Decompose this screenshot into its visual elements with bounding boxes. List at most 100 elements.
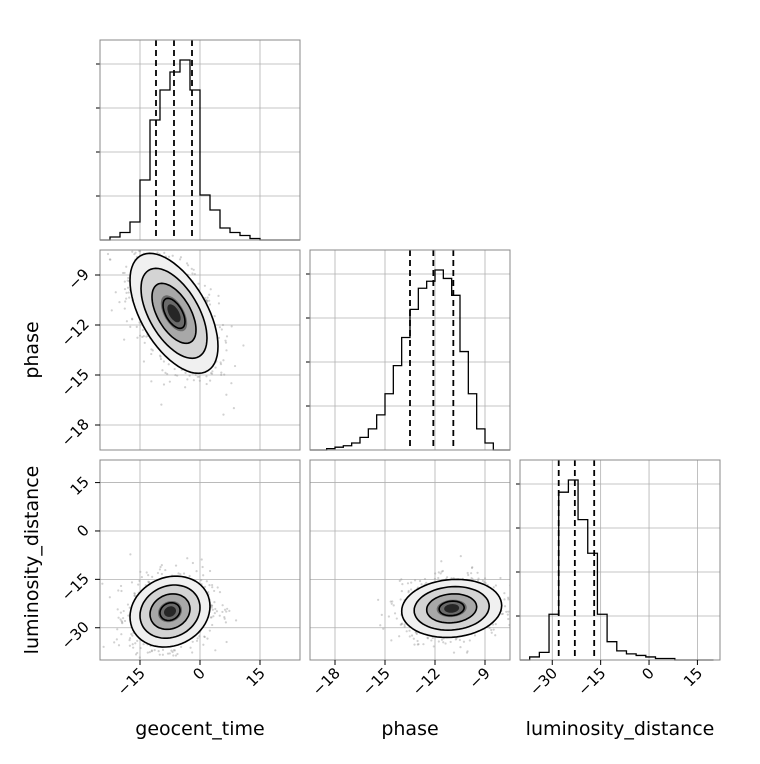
scatter-point	[503, 605, 507, 608]
scatter-point	[157, 650, 160, 653]
scatter-point	[473, 634, 477, 637]
scatter-point	[205, 580, 208, 583]
y-tick-label: −15	[58, 365, 93, 400]
scatter-point	[133, 592, 136, 595]
scatter-point	[379, 624, 382, 627]
scatter-point	[147, 580, 150, 583]
scatter-point	[389, 600, 392, 603]
x-tick-label: −15	[359, 664, 394, 699]
scatter-point	[220, 373, 223, 376]
scatter-point	[400, 622, 404, 625]
histogram-step-geocent_time	[100, 59, 300, 241]
scatter-point	[382, 627, 385, 630]
scatter-point	[212, 615, 215, 618]
scatter-point	[211, 583, 214, 587]
scatter-point	[490, 628, 493, 632]
scatter-point	[128, 644, 131, 647]
scatter-point	[146, 651, 149, 654]
scatter-point	[433, 577, 437, 580]
scatter-point	[415, 632, 418, 636]
scatter-point	[140, 575, 143, 579]
scatter-point	[408, 635, 411, 638]
scatter-point	[492, 586, 495, 589]
y-axis-label-luminosity_distance: luminosity_distance	[21, 466, 43, 655]
scatter-point	[204, 296, 207, 300]
scatter-point	[150, 380, 153, 383]
scatter-point	[138, 250, 142, 253]
scatter-point	[115, 242, 117, 244]
scatter-point	[499, 576, 502, 580]
scatter-point	[186, 557, 189, 560]
scatter-point	[515, 607, 517, 609]
scatter-point	[232, 407, 236, 410]
scatter-point	[511, 603, 513, 605]
scatter-point	[413, 643, 416, 646]
density-fill	[444, 604, 460, 613]
scatter-point	[145, 571, 148, 574]
y-tick-label: −18	[58, 415, 93, 450]
panel-frame	[99, 39, 301, 241]
scatter-point	[225, 640, 228, 644]
scatter-point	[423, 577, 427, 581]
contour-line	[413, 585, 491, 632]
scatter-point	[132, 646, 135, 649]
scatter-point	[128, 637, 132, 640]
scatter-point	[186, 378, 189, 381]
y-tick-label: −30	[58, 618, 93, 653]
scatter-point	[133, 594, 137, 597]
scatter-point	[147, 574, 150, 577]
scatter-point	[393, 612, 397, 615]
scatter-point	[400, 623, 403, 626]
scatter-point	[159, 565, 162, 569]
scatter-point	[208, 629, 211, 632]
scatter-point	[191, 272, 194, 275]
scatter-point	[195, 570, 198, 573]
scatter-point	[150, 650, 153, 653]
scatter-point	[139, 646, 142, 650]
scatter-point	[391, 600, 394, 603]
scatter-point	[145, 335, 148, 338]
scatter-point	[488, 626, 491, 630]
x-axis-label-geocent_time: geocent_time	[135, 718, 264, 740]
x-tick-label: 15	[243, 664, 269, 690]
scatter-point	[122, 609, 125, 613]
scatter-point	[195, 639, 199, 642]
contour-line	[151, 282, 197, 345]
scatter-point	[102, 645, 105, 648]
scatter-point	[161, 648, 165, 651]
scatter-point	[225, 349, 228, 352]
scatter-point	[506, 613, 509, 616]
scatter-point	[491, 623, 495, 626]
scatter-point	[197, 282, 200, 285]
scatter-point	[403, 623, 406, 626]
scatter-point	[470, 576, 473, 580]
scatter-point	[160, 572, 164, 576]
scatter-point	[209, 288, 212, 291]
scatter-point	[390, 602, 393, 605]
scatter-point	[136, 336, 139, 339]
scatter-point	[470, 566, 474, 570]
scatter-point	[184, 386, 187, 389]
scatter-point	[466, 650, 469, 653]
scatter-point	[138, 321, 141, 324]
scatter-point	[507, 596, 510, 599]
scatter-point	[121, 622, 124, 625]
scatter-point	[125, 297, 128, 300]
scatter-point	[213, 612, 216, 615]
scatter-point	[219, 363, 223, 366]
scatter-point	[452, 651, 456, 654]
scatter-point	[422, 643, 425, 646]
contour-line	[400, 578, 503, 639]
scatter-point	[135, 325, 138, 328]
scatter-point	[441, 569, 445, 573]
scatter-point	[174, 564, 178, 567]
scatter-point	[225, 610, 228, 613]
scatter-point	[202, 643, 205, 646]
scatter-point	[134, 251, 137, 254]
scatter-point	[106, 252, 110, 256]
scatter-point	[430, 639, 433, 642]
scatter-point	[434, 572, 437, 575]
scatter-point	[416, 639, 419, 643]
scatter-point	[198, 375, 201, 378]
